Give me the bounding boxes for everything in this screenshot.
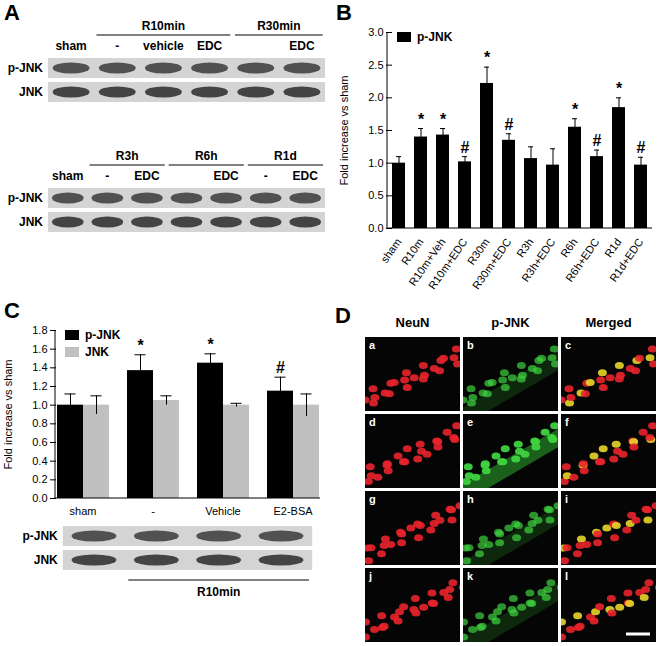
svg-text:EDC: EDC [197, 39, 223, 53]
svg-text:p-JNK: p-JNK [8, 61, 44, 75]
svg-text:e: e [467, 416, 473, 428]
svg-text:JNK: JNK [34, 553, 58, 567]
svg-text:R3h+EDC: R3h+EDC [519, 236, 557, 284]
svg-text:R1d+EDC: R1d+EDC [607, 236, 645, 284]
svg-text:R10m+EDC: R10m+EDC [426, 236, 470, 291]
html-text:B: B [336, 0, 352, 25]
svg-text:d: d [369, 416, 376, 428]
svg-text:*: * [207, 336, 214, 353]
svg-text:g: g [369, 493, 376, 505]
html-text:p-JNK: p-JNK [85, 328, 121, 342]
svg-text:R1d: R1d [274, 149, 297, 163]
svg-text:EDC: EDC [289, 39, 315, 53]
svg-text:Merged: Merged [585, 315, 631, 330]
svg-text:1.0: 1.0 [32, 399, 47, 411]
svg-text:R3h: R3h [514, 236, 535, 259]
svg-text:0.4: 0.4 [32, 455, 47, 467]
svg-text:2.0: 2.0 [368, 91, 383, 103]
svg-text:vehicle: vehicle [143, 39, 184, 53]
svg-text:#: # [505, 116, 514, 133]
svg-text:*: * [616, 80, 623, 97]
svg-text:JNK: JNK [19, 85, 43, 99]
svg-text:p-JNK: p-JNK [22, 529, 58, 543]
svg-text:p-JNK: p-JNK [8, 191, 44, 205]
svg-text:1.0: 1.0 [368, 157, 383, 169]
svg-text:l: l [565, 570, 568, 582]
svg-text:R3h: R3h [116, 149, 139, 163]
svg-text:-: - [105, 169, 109, 183]
svg-text:a: a [369, 339, 376, 351]
svg-text:0.0: 0.0 [368, 222, 383, 234]
svg-text:R30m+EDC: R30m+EDC [470, 236, 514, 291]
svg-text:f: f [565, 416, 569, 428]
svg-text:EDC: EDC [213, 169, 239, 183]
svg-text:0.2: 0.2 [32, 473, 47, 485]
html-text:C: C [4, 298, 20, 323]
svg-text:#: # [593, 132, 602, 149]
svg-text:*: * [440, 111, 447, 128]
svg-text:0.8: 0.8 [32, 417, 47, 429]
html-text:D: D [335, 303, 351, 328]
svg-text:E2-BSA: E2-BSA [273, 505, 313, 517]
svg-text:Fold increase vs sham: Fold increase vs sham [338, 75, 350, 185]
svg-text:R10m: R10m [398, 236, 426, 267]
svg-text:R10min: R10min [142, 19, 185, 33]
svg-text:1.4: 1.4 [32, 361, 47, 373]
html-text:p-JNK: p-JNK [417, 30, 453, 44]
svg-text:EDC: EDC [134, 169, 160, 183]
svg-text:1.2: 1.2 [32, 380, 47, 392]
svg-text:1.5: 1.5 [368, 124, 383, 136]
svg-text:R6h: R6h [195, 149, 218, 163]
svg-text:i: i [565, 493, 568, 505]
svg-text:sham: sham [378, 236, 404, 265]
svg-text:R1d: R1d [602, 236, 623, 259]
svg-text:EDC: EDC [293, 169, 319, 183]
svg-text:R6h+EDC: R6h+EDC [563, 236, 601, 284]
svg-text:Vehicle: Vehicle [205, 505, 240, 517]
svg-text:p-JNK: p-JNK [491, 315, 530, 330]
svg-text:b: b [467, 339, 474, 351]
svg-text:R10min: R10min [197, 585, 240, 599]
svg-text:1.6: 1.6 [32, 343, 47, 355]
html-text:A: A [4, 0, 20, 25]
svg-text:0.0: 0.0 [32, 492, 47, 504]
svg-text:-: - [264, 169, 268, 183]
svg-text:R10m+Veh: R10m+Veh [406, 236, 448, 288]
svg-text:sham: sham [70, 505, 97, 517]
svg-text:3.0: 3.0 [368, 26, 383, 38]
svg-text:2.5: 2.5 [368, 59, 383, 71]
svg-text:R6h: R6h [558, 236, 579, 259]
svg-text:*: * [418, 111, 425, 128]
svg-text:1.8: 1.8 [32, 324, 47, 336]
svg-text:0.6: 0.6 [32, 436, 47, 448]
svg-text:*: * [484, 49, 491, 66]
svg-text:#: # [461, 139, 470, 156]
svg-text:-: - [115, 39, 119, 53]
svg-text:-: - [151, 505, 155, 517]
svg-text:NeuN: NeuN [396, 315, 430, 330]
svg-text:R30min: R30min [257, 19, 300, 33]
svg-text:JNK: JNK [19, 215, 43, 229]
svg-text:#: # [637, 139, 646, 156]
svg-text:c: c [565, 339, 571, 351]
svg-text:Fold increase vs sham: Fold increase vs sham [2, 359, 14, 469]
svg-text:*: * [572, 101, 579, 118]
svg-text:h: h [467, 493, 474, 505]
svg-text:sham: sham [55, 39, 86, 53]
svg-text:k: k [467, 570, 474, 582]
svg-text:0.5: 0.5 [368, 189, 383, 201]
svg-text:#: # [276, 359, 285, 376]
svg-text:*: * [137, 337, 144, 354]
html-text:JNK: JNK [85, 345, 109, 359]
svg-text:sham: sham [52, 169, 83, 183]
svg-text:j: j [368, 570, 372, 582]
